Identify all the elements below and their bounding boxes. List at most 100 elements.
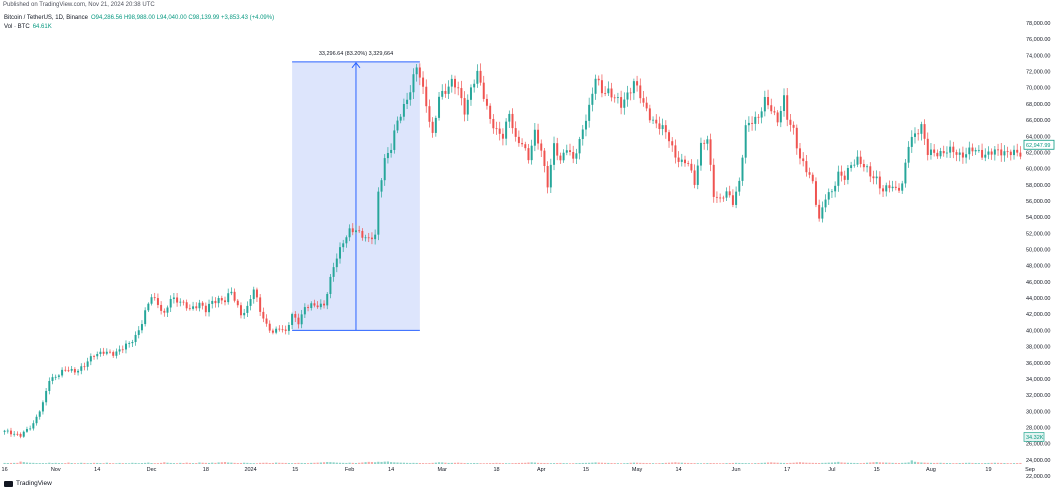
volume-bar bbox=[520, 462, 524, 464]
candle bbox=[901, 180, 904, 194]
candle-body bbox=[524, 144, 527, 149]
candle-body bbox=[792, 124, 795, 128]
volume-bar bbox=[437, 462, 441, 464]
candle-body bbox=[939, 151, 942, 157]
candle bbox=[632, 78, 635, 100]
volume-bar bbox=[195, 463, 198, 464]
candle-body bbox=[648, 108, 651, 121]
candle bbox=[524, 141, 527, 151]
candle bbox=[690, 159, 693, 173]
candle-body bbox=[757, 116, 760, 118]
candle bbox=[578, 136, 581, 160]
candle-body bbox=[271, 330, 274, 333]
candle-body bbox=[57, 375, 60, 377]
candle-body bbox=[406, 99, 409, 104]
volume-bar bbox=[396, 462, 399, 464]
volume-bar bbox=[326, 462, 329, 464]
candle-body bbox=[655, 119, 658, 124]
price-tick-label: 64,000.00 bbox=[1026, 134, 1050, 140]
candle bbox=[227, 288, 230, 305]
candle bbox=[623, 92, 626, 115]
candle bbox=[457, 81, 460, 96]
candle-body bbox=[866, 166, 869, 168]
candle bbox=[176, 293, 179, 307]
volume-bar bbox=[514, 463, 517, 464]
volume-bar bbox=[370, 462, 374, 464]
volume-bar bbox=[230, 462, 233, 464]
volume-bars bbox=[3, 460, 1022, 464]
volume-bar bbox=[750, 463, 754, 464]
volume-bar bbox=[961, 462, 965, 464]
candle-body bbox=[6, 430, 9, 432]
candle bbox=[543, 148, 546, 173]
volume-bar bbox=[865, 462, 869, 464]
volume-bar bbox=[680, 462, 683, 464]
volume-bar bbox=[600, 462, 604, 464]
volume-bar bbox=[99, 463, 102, 464]
volume-bar bbox=[393, 462, 396, 464]
candle bbox=[517, 130, 520, 147]
last-price-label: 62,947.99 bbox=[1026, 143, 1050, 149]
candle-body bbox=[364, 237, 367, 239]
candle bbox=[907, 141, 910, 168]
volume-bar bbox=[80, 462, 83, 464]
volume-bar bbox=[763, 462, 766, 464]
candle-body bbox=[626, 92, 629, 100]
symbol-legend: Bitcoin / TetherUS, 1D, Binance O94,286.5… bbox=[4, 15, 274, 21]
candle-body bbox=[770, 105, 773, 112]
candle-body bbox=[505, 121, 508, 139]
volume-bar bbox=[32, 462, 35, 464]
volume-bar bbox=[853, 462, 856, 464]
volume-bar bbox=[48, 462, 51, 464]
candle-body bbox=[597, 78, 600, 81]
candle-body bbox=[476, 70, 479, 84]
volume-bar bbox=[38, 463, 41, 464]
candle bbox=[224, 296, 226, 306]
candle-body bbox=[936, 152, 939, 157]
candle-body bbox=[409, 92, 412, 100]
candle bbox=[469, 84, 472, 106]
candle-body bbox=[294, 314, 297, 318]
volume-bar bbox=[246, 462, 249, 464]
candle bbox=[431, 117, 434, 138]
candle-body bbox=[699, 142, 702, 166]
candle-body bbox=[645, 102, 648, 109]
volume-bar bbox=[172, 463, 176, 464]
time-tick-label: Feb bbox=[345, 467, 354, 473]
candle-body bbox=[799, 148, 801, 159]
candle-body bbox=[265, 318, 268, 324]
price-tick-label: 62,000.00 bbox=[1026, 150, 1050, 156]
candle-body bbox=[89, 356, 92, 362]
volume-bar bbox=[936, 462, 939, 464]
candle-body bbox=[48, 380, 51, 391]
volume-bar bbox=[980, 463, 984, 464]
volume-bar bbox=[782, 462, 786, 464]
candle-body bbox=[565, 150, 568, 153]
candle-body bbox=[51, 377, 54, 381]
time-tick-label: 15 bbox=[583, 467, 589, 473]
volume-bar bbox=[278, 462, 281, 464]
volume-bar bbox=[354, 463, 358, 464]
candle-body bbox=[412, 74, 415, 93]
candle bbox=[201, 301, 204, 310]
candle bbox=[610, 82, 613, 102]
candle bbox=[163, 308, 166, 317]
candle bbox=[460, 80, 463, 106]
candle-body bbox=[703, 142, 706, 144]
candle bbox=[137, 326, 140, 339]
candle bbox=[313, 299, 316, 308]
candle-body bbox=[981, 149, 984, 158]
measure-range[interactable]: 33,296.64 (83.20%) 3,329,664 bbox=[292, 51, 420, 331]
candle-body bbox=[607, 88, 610, 94]
candle bbox=[910, 130, 913, 153]
candle-body bbox=[38, 411, 41, 417]
candle bbox=[57, 374, 60, 380]
candle-body bbox=[773, 111, 776, 113]
candle-body bbox=[840, 171, 843, 176]
candle bbox=[533, 122, 536, 152]
candle bbox=[291, 312, 294, 330]
volume-bar bbox=[60, 463, 64, 464]
time-tick-label: 15 bbox=[292, 467, 298, 473]
candle-body bbox=[208, 303, 211, 313]
